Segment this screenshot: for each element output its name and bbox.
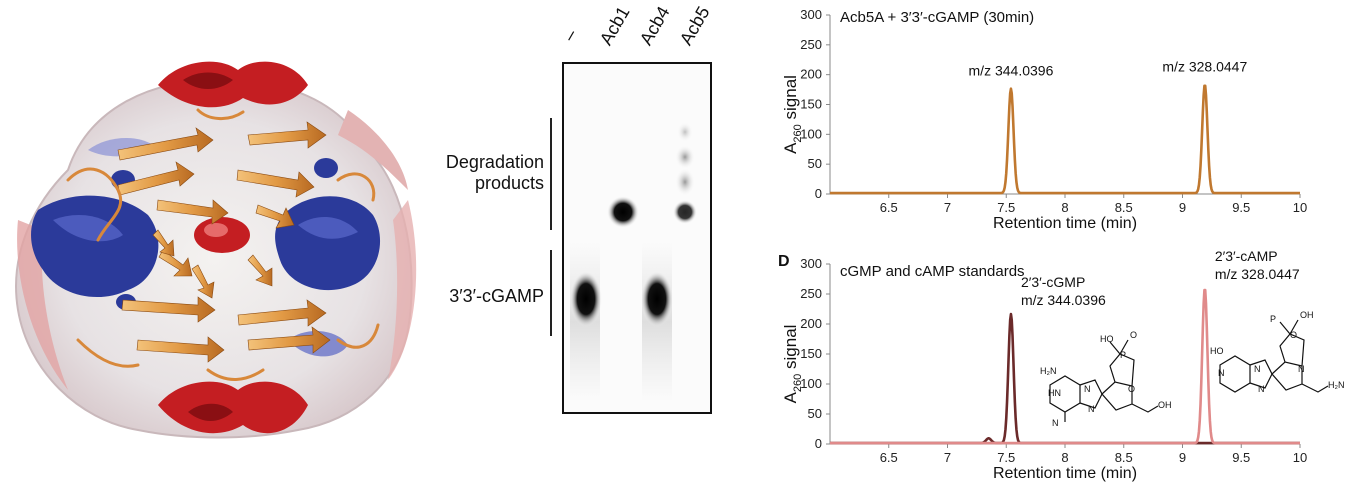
atom-label: O (1290, 330, 1297, 340)
y-tick-label: 250 (800, 286, 822, 301)
atom-label: N (1258, 384, 1265, 394)
atom-label: H₂N (1328, 380, 1345, 390)
x-axis-label: Retention time (min) (993, 465, 1137, 482)
gel-image (562, 62, 712, 414)
atom-label: N (1088, 404, 1095, 414)
y-tick-label: 50 (808, 406, 822, 421)
x-axis-label: Retention time (min) (993, 215, 1137, 232)
chart-title: Acb5A + 3′3′-cGAMP (30min) (840, 9, 1034, 26)
x-tick-label: 8.5 (1115, 200, 1133, 215)
peak-label-mz: m/z 344.0396 (1021, 292, 1106, 308)
x-tick-label: 9 (1179, 200, 1186, 215)
p-oh-bond (1280, 322, 1290, 334)
y-tick-label: 250 (800, 37, 822, 52)
protein-surface-illustration (8, 40, 428, 460)
purine-ring (1220, 356, 1250, 392)
y-tick-label: 300 (800, 7, 822, 22)
peak-label-name: 2′3′-cGMP (1021, 274, 1085, 290)
lane-label-blank: – (559, 26, 582, 45)
x-tick-label: 8 (1061, 450, 1068, 465)
protein-structure-image (8, 40, 428, 460)
atom-label: N (1254, 364, 1261, 374)
atom-label: H₂N (1040, 366, 1057, 376)
x-tick-label: 8 (1061, 200, 1068, 215)
atom-label: HO (1100, 334, 1114, 344)
x-tick-label: 8.5 (1115, 450, 1133, 465)
chart-title: cGMP and cAMP standards (840, 263, 1025, 280)
atom-label: P (1120, 350, 1126, 360)
peak-label: m/z 344.0396 (969, 63, 1054, 79)
y-tick-label: 200 (800, 316, 822, 331)
peak-label: m/z 328.0447 (1162, 58, 1247, 74)
series-line (830, 86, 1300, 193)
atom-label: HN (1048, 388, 1061, 398)
gel-band-acb4 (641, 271, 673, 327)
gel-band-acb1 (607, 196, 639, 228)
hydroxymethyl (1132, 404, 1158, 412)
x-tick-label: 6.5 (880, 200, 898, 215)
y-tick-label: 150 (800, 346, 822, 361)
degradation-products-label: Degradation products (430, 152, 544, 194)
x-tick-label: 9 (1179, 450, 1186, 465)
atom-label: OH (1300, 310, 1314, 320)
substrate-label: 3′3′-cGAMP (430, 286, 544, 307)
lane-label-acb5: Acb5 (676, 3, 715, 49)
x-tick-label: 7.5 (997, 450, 1015, 465)
gel-band-control (570, 271, 602, 327)
panel-letter: D (778, 253, 790, 270)
x-tick-label: 9.5 (1232, 450, 1250, 465)
peak-label-mz: m/z 328.0447 (1215, 266, 1300, 282)
x-tick-label: 6.5 (880, 450, 898, 465)
y-tick-label: 0 (815, 186, 822, 201)
degradation-label-line2: products (430, 173, 544, 194)
y-tick-label: 200 (800, 67, 822, 82)
y-tick-label: 300 (800, 256, 822, 271)
x-tick-label: 7 (944, 200, 951, 215)
atom-label: OH (1158, 400, 1172, 410)
x-tick-label: 10 (1293, 450, 1307, 465)
x-tick-label: 9.5 (1232, 200, 1250, 215)
atom-label: N (1084, 384, 1091, 394)
substrate-bracket (550, 250, 552, 336)
lane-label-acb4: Acb4 (636, 3, 675, 49)
atom-label: O (1130, 330, 1137, 340)
degradation-bracket (550, 118, 552, 230)
atom-label: N (1298, 364, 1305, 374)
hydroxymethyl (1302, 384, 1328, 392)
x-tick-label: 7 (944, 450, 951, 465)
y-tick-label: 0 (815, 436, 822, 451)
gel-smear-acb5-a (675, 168, 695, 196)
gel-smear-acb5-c (677, 122, 693, 142)
gel-panel: – Acb1 Acb4 Acb5 Degradation products 3′… (430, 0, 730, 430)
peak-label-name: 2′3′-cAMP (1215, 248, 1278, 264)
gel-band-acb5 (673, 200, 697, 224)
y-axis-label: A260 signal (781, 325, 804, 404)
atom-label: N (1218, 368, 1225, 378)
lane-label-acb1: Acb1 (596, 3, 635, 49)
gel-smear-acb5-b (675, 145, 695, 169)
atom-label: HO (1210, 346, 1224, 356)
x-tick-label: 10 (1293, 200, 1307, 215)
atom-label: N (1052, 418, 1059, 428)
atom-label: P (1270, 314, 1276, 324)
x-tick-label: 7.5 (997, 200, 1015, 215)
y-tick-label: 150 (800, 97, 822, 112)
y-axis-label: A260 signal (781, 75, 804, 154)
degradation-label-line1: Degradation (430, 152, 544, 173)
series-line (830, 314, 1300, 443)
y-tick-label: 50 (808, 156, 822, 171)
atom-label: O (1128, 384, 1135, 394)
